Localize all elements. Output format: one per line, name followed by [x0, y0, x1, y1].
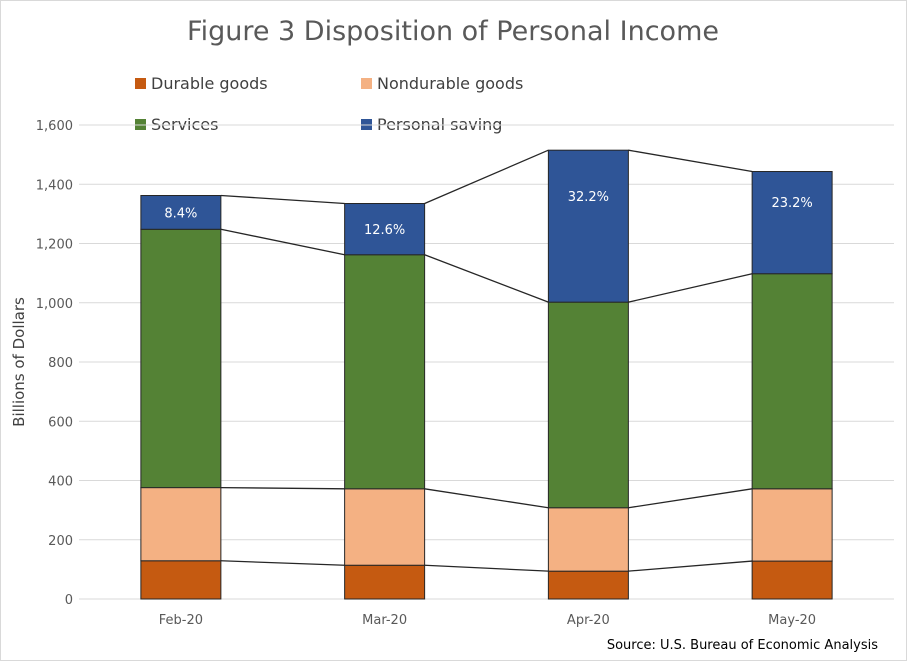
bars — [140, 149, 833, 600]
series-line — [628, 488, 753, 509]
y-tick-label: 0 — [65, 593, 73, 608]
series-line — [628, 560, 753, 572]
series-line — [628, 149, 753, 173]
bar-segment — [547, 149, 629, 303]
bar-segment — [547, 507, 629, 572]
series-line — [424, 564, 549, 572]
series-lines — [220, 149, 753, 572]
series-line — [220, 194, 345, 205]
y-tick-label: 400 — [48, 475, 73, 490]
bar-segment — [140, 560, 222, 600]
bar-segment — [547, 570, 629, 600]
x-tick-label: Apr-20 — [567, 613, 610, 628]
bar-segment — [751, 171, 833, 275]
legend-label: Nondurable goods — [377, 74, 523, 93]
bar-segment — [344, 564, 426, 600]
data-labels: 8.4% 12.6% 32.2% 23.2% — [164, 190, 812, 238]
series-line — [220, 560, 345, 566]
data-label: 8.4% — [164, 206, 197, 221]
bar-segment — [140, 195, 222, 230]
bar-segment — [751, 488, 833, 562]
series-line — [628, 273, 753, 303]
bar-segment — [547, 301, 629, 509]
bar-segment — [751, 560, 833, 600]
y-tick-label: 1,600 — [36, 119, 73, 134]
y-axis-label: Billions of Dollars — [10, 297, 28, 427]
y-tick-label: 600 — [48, 415, 73, 430]
source-note: Source: U.S. Bureau of Economic Analysis — [607, 638, 878, 653]
bar-segment — [344, 488, 426, 566]
bar-segment — [344, 254, 426, 490]
y-tick-label: 1,400 — [36, 178, 73, 193]
chart-title: Figure 3 Disposition of Personal Income — [187, 16, 719, 47]
y-tick-label: 200 — [48, 534, 73, 549]
x-tick-label: Mar-20 — [362, 613, 407, 628]
y-tick-label: 1,200 — [36, 238, 73, 253]
bar-segment — [751, 273, 833, 490]
series-line — [424, 149, 549, 205]
bar-segment — [344, 203, 426, 256]
legend-swatch — [361, 78, 372, 89]
bar-segment — [140, 487, 222, 562]
series-line — [220, 228, 345, 256]
x-tick-label: May-20 — [768, 613, 816, 628]
data-label: 23.2% — [771, 196, 812, 211]
x-axis-ticks: Feb-20 Mar-20 Apr-20 May-20 — [159, 613, 816, 628]
x-tick-label: Feb-20 — [159, 613, 203, 628]
series-line — [424, 488, 549, 509]
legend-swatch — [135, 78, 146, 89]
series-line — [424, 254, 549, 303]
y-tick-label: 1,000 — [36, 297, 73, 312]
y-axis-ticks: 0 200 400 600 800 1,000 1,200 1,400 1,600 — [36, 119, 73, 608]
y-tick-label: 800 — [48, 356, 73, 371]
data-label: 32.2% — [568, 190, 609, 205]
bar-segment — [140, 228, 222, 489]
legend-label: Durable goods — [151, 74, 268, 93]
series-line — [220, 486, 345, 490]
data-label: 12.6% — [364, 223, 405, 238]
